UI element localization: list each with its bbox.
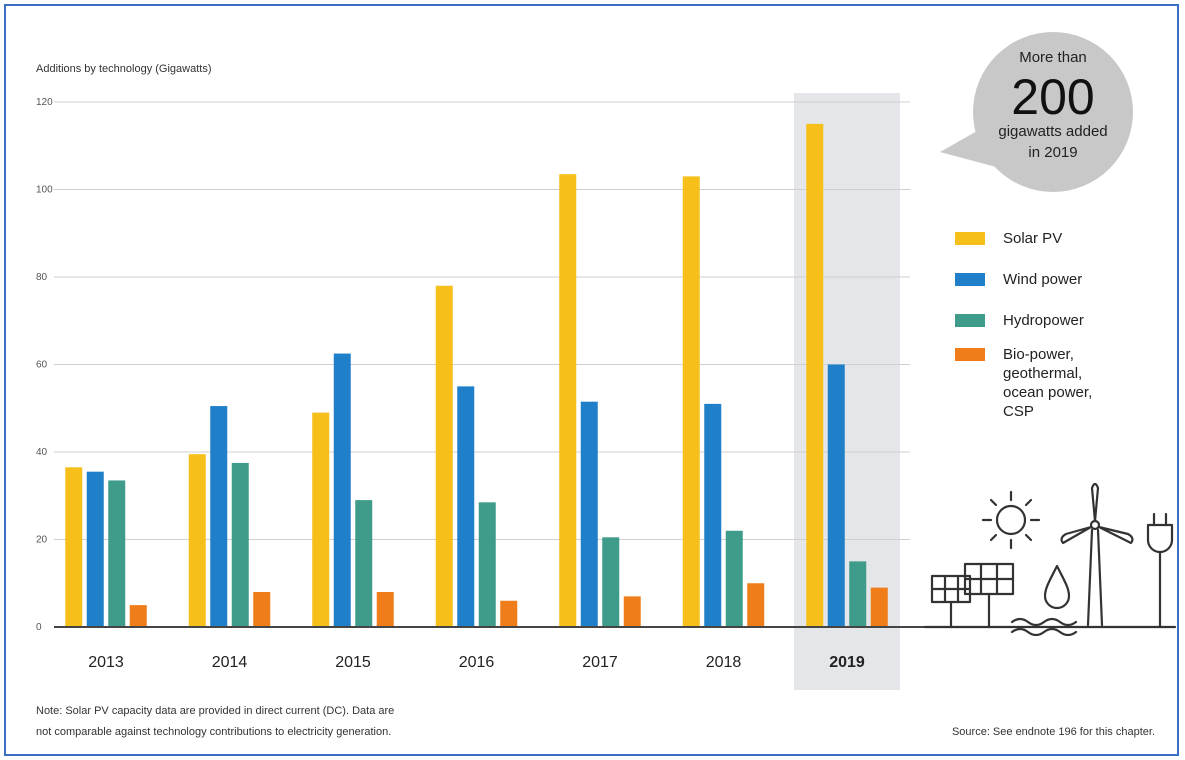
bars — [65, 123, 888, 627]
legend-label: Solar PV — [1003, 230, 1062, 247]
legend-label: ocean power, — [1003, 384, 1092, 401]
y-axis-title: Additions by technology (Gigawatts) — [36, 63, 211, 75]
bar — [623, 596, 641, 627]
y-axis-ticks: 0 20 40 60 80 100 120 — [36, 97, 53, 633]
bar — [253, 592, 271, 627]
bar — [457, 386, 475, 627]
x-tick-label: 2016 — [459, 654, 495, 671]
legend-label: CSP — [1003, 403, 1034, 420]
bar — [602, 537, 620, 627]
legend-swatch — [955, 232, 985, 245]
bar — [376, 592, 394, 627]
y-tick-label: 120 — [36, 97, 53, 108]
x-axis-labels: 2013 2014 2015 2016 2017 2018 2019 — [88, 654, 865, 671]
gridlines — [54, 101, 910, 540]
y-tick-label: 60 — [36, 360, 48, 371]
bar — [210, 406, 228, 627]
bar — [312, 412, 330, 627]
bar — [725, 530, 743, 627]
bar — [747, 583, 765, 627]
sun-icon — [981, 490, 1041, 550]
callout-line2: gigawatts added — [998, 123, 1107, 140]
bar — [806, 123, 824, 627]
water-drop-icon — [1010, 564, 1078, 637]
legend-swatch — [955, 348, 985, 361]
legend-label: Bio-power, — [1003, 346, 1074, 363]
bar — [65, 467, 83, 627]
note-line-1: Note: Solar PV capacity data are provide… — [36, 705, 394, 717]
bar — [500, 600, 518, 627]
callout-big-number: 200 — [1011, 69, 1094, 125]
y-tick-label: 100 — [36, 185, 53, 196]
y-tick-label: 40 — [36, 447, 48, 458]
y-tick-label: 80 — [36, 272, 48, 283]
bar — [333, 353, 351, 627]
bar — [704, 403, 722, 627]
bar — [478, 502, 496, 627]
x-tick-label: 2014 — [212, 654, 248, 671]
plug-icon — [1146, 512, 1174, 629]
source-note: Source: See endnote 196 for this chapter… — [952, 726, 1155, 738]
wind-turbine-icon — [1060, 482, 1134, 627]
x-tick-label: 2017 — [582, 654, 618, 671]
bar — [188, 454, 206, 627]
legend-swatch — [955, 314, 985, 327]
bar — [231, 462, 249, 627]
legend: Solar PV Wind power Hydropower Bio-power, ge… — [955, 230, 1092, 420]
legend-label: Wind power — [1003, 271, 1082, 288]
callout-circle — [973, 32, 1133, 192]
bar — [827, 364, 845, 627]
y-tick-label: 20 — [36, 535, 48, 546]
energy-icons — [923, 482, 1177, 637]
bar — [580, 401, 598, 627]
x-tick-label: 2015 — [335, 654, 371, 671]
bar — [108, 480, 126, 627]
x-tick-label: 2019 — [829, 654, 865, 671]
bar — [559, 174, 577, 627]
bar — [129, 605, 147, 627]
callout-line1: More than — [1019, 49, 1087, 66]
bar — [435, 285, 453, 627]
bar — [86, 471, 104, 627]
legend-label: Hydropower — [1003, 312, 1084, 329]
bar — [849, 561, 867, 627]
bar — [355, 500, 373, 627]
callout-line3: in 2019 — [1028, 144, 1077, 161]
x-tick-label: 2018 — [706, 654, 742, 671]
legend-label: geothermal, — [1003, 365, 1082, 382]
x-tick-label: 2013 — [88, 654, 124, 671]
y-tick-label: 0 — [36, 622, 42, 633]
bar — [682, 176, 700, 627]
bar — [870, 587, 888, 627]
callout-bubble: More than 200 gigawatts added in 2019 — [940, 32, 1133, 192]
solar-panel-icon — [930, 562, 1015, 629]
note-line-2: not comparable against technology contri… — [36, 726, 391, 738]
legend-swatch — [955, 273, 985, 286]
